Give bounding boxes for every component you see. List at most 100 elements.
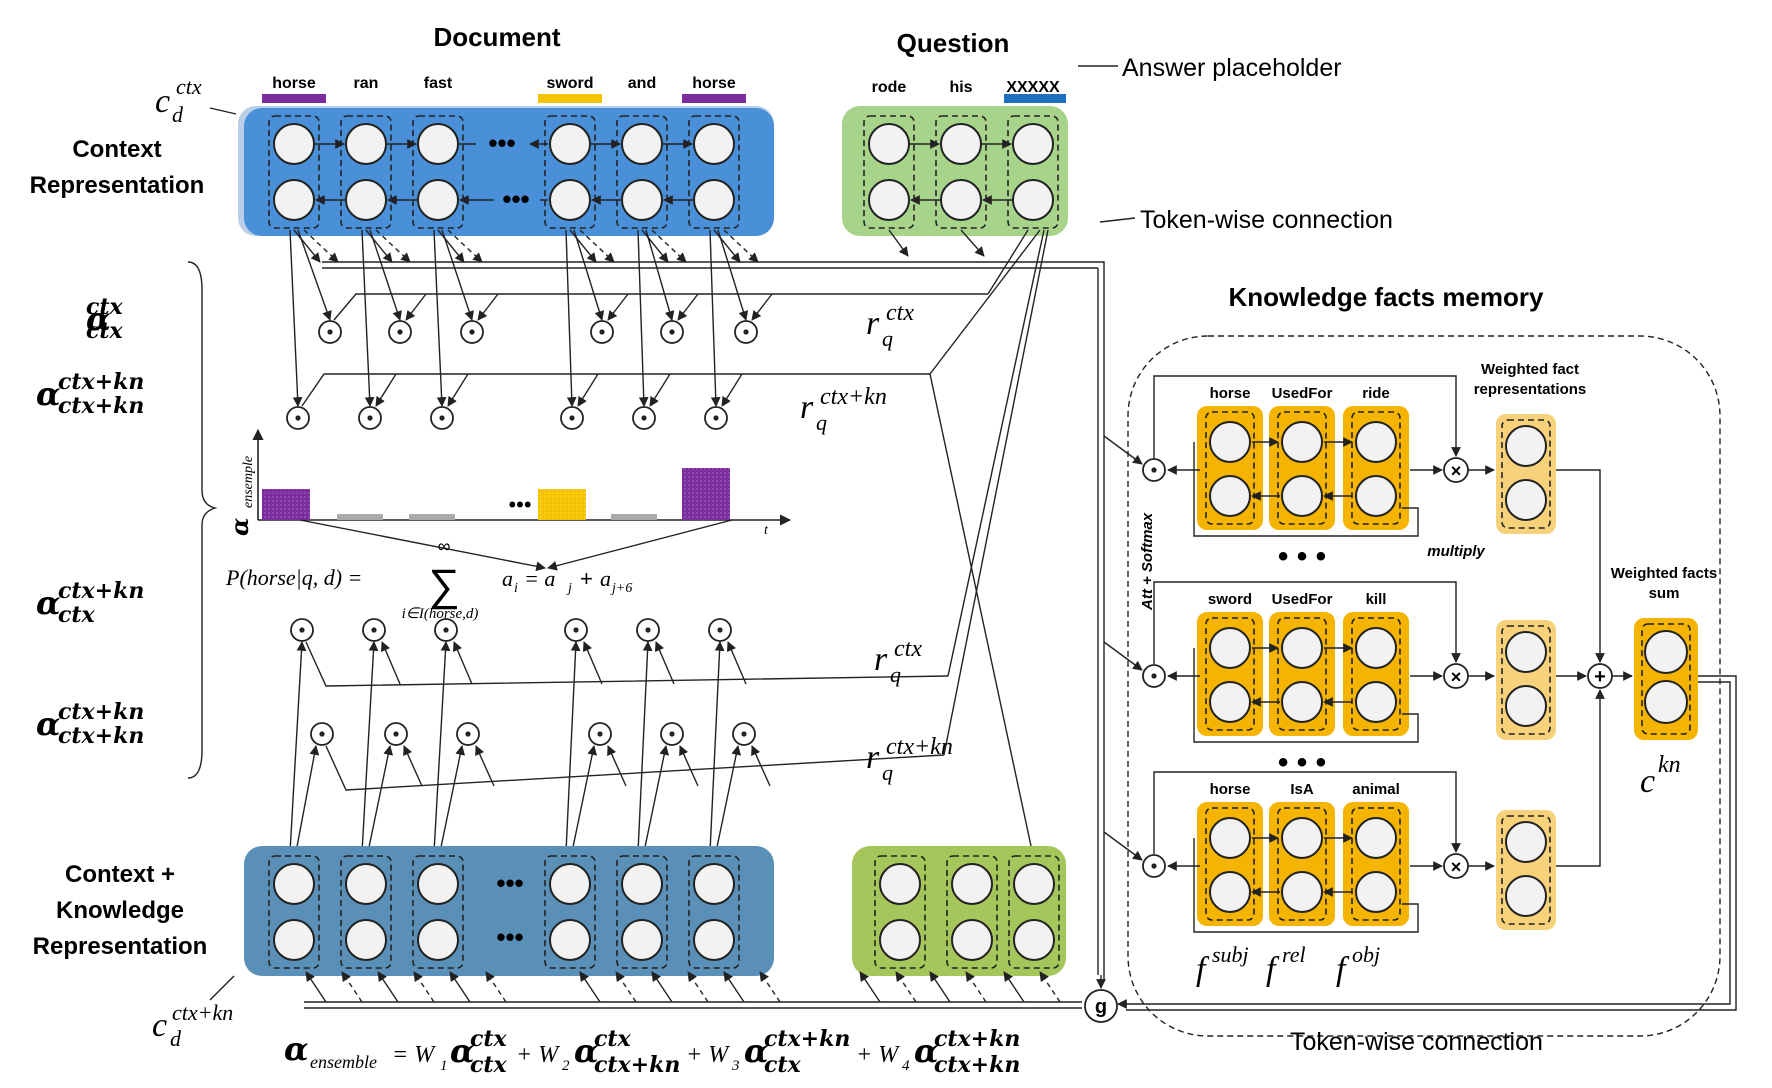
svg-text:ensemble: ensemble — [310, 1052, 377, 1072]
question-words: rode his XXXXX — [872, 79, 1066, 103]
dot-product-node — [632, 406, 656, 430]
fact-row: horse UsedFor ride × — [1103, 375, 1605, 663]
svg-text:ctx+kn: ctx+kn — [594, 1052, 680, 1078]
svg-text:+: + — [580, 566, 593, 591]
cell-column-border — [340, 115, 392, 229]
dot-product-node — [286, 406, 310, 430]
r-symbol: r — [800, 389, 814, 426]
svg-text:i∈I(horse,d): i∈I(horse,d) — [402, 606, 479, 622]
svg-text:α: α — [284, 1030, 309, 1068]
context-knowledge-cells: ••• ••• — [268, 855, 1060, 969]
dot-product-node — [358, 406, 382, 430]
fact-row: sword UsedFor kill × — [1103, 581, 1587, 743]
ensemble-formula: α ensemble = W 1 α ctx ctx + W 2 α ctx c… — [284, 1026, 1020, 1078]
svg-text:P(horse|q, d) =: P(horse|q, d) = — [225, 565, 362, 590]
doc-word: fast — [424, 75, 453, 92]
dot-product-node — [590, 320, 614, 344]
lstm-cell-backward — [879, 919, 921, 961]
r-symbol: r — [866, 739, 880, 776]
r-superscript: ctx — [886, 300, 914, 326]
lstm-cell-forward — [693, 863, 735, 905]
svg-text:= a: = a — [524, 566, 555, 591]
svg-text:kn: kn — [1658, 752, 1681, 778]
chart-bar — [611, 514, 657, 520]
document-cells: ••• ••• — [268, 115, 740, 229]
lstm-cell-forward — [879, 863, 921, 905]
cell-column-border — [544, 855, 596, 969]
answer-placeholder-label: Answer placeholder — [1122, 54, 1342, 82]
ellipsis-bottom-2: ••• — [496, 922, 523, 952]
svg-text:×: × — [1451, 667, 1462, 687]
lstm-cell-backward — [1013, 919, 1055, 961]
r-symbol: r — [866, 305, 880, 342]
fact-subj-label: horse — [1210, 781, 1251, 798]
svg-text:ctx+kn: ctx+kn — [172, 1000, 233, 1025]
lstm-cell-forward — [1012, 123, 1054, 165]
cell-column-border — [616, 855, 668, 969]
ellipsis-forward: ••• — [488, 128, 515, 158]
alpha-symbol: α — [36, 584, 61, 622]
svg-text:f: f — [1196, 951, 1210, 988]
svg-text:α: α — [574, 1032, 599, 1070]
weighted-facts-sum-label-2: sum — [1649, 585, 1680, 602]
cell-column-border — [1008, 855, 1060, 969]
weighted-sum-block: + c kn — [1587, 618, 1698, 800]
token-wise-connection-bottom-label: Token-wise connection — [1290, 1028, 1543, 1056]
dot-product-node — [660, 722, 684, 746]
fact-subj-label: sword — [1208, 591, 1252, 608]
c-kn-label: c — [1640, 763, 1655, 800]
alpha-superscript: ctx+kn — [58, 369, 144, 395]
cell-column-border — [1007, 115, 1059, 229]
fact-part-labels: f subj f rel f obj — [1196, 942, 1380, 988]
alpha-symbol: α — [36, 705, 61, 743]
cell-column-border — [688, 855, 740, 969]
r-subscript: q — [882, 326, 893, 351]
dot-product-node — [636, 618, 660, 642]
svg-text:3: 3 — [731, 1058, 740, 1074]
doc-word: and — [628, 75, 656, 92]
weighted-fact-repr-label-1: Weighted fact — [1481, 361, 1579, 378]
svg-text:i: i — [514, 581, 518, 596]
cell-column-border — [874, 855, 926, 969]
svg-text:∑: ∑ — [428, 561, 459, 610]
ellipsis-bottom-1: ••• — [496, 868, 523, 898]
probability-formula: P(horse|q, d) = ∑ ∞ i∈I(horse,d) a i = a… — [225, 536, 632, 622]
lstm-cell-forward — [621, 863, 663, 905]
doc-word: sword — [546, 75, 593, 92]
fact-obj-label: animal — [1352, 781, 1400, 798]
token-highlight-bar — [682, 94, 746, 103]
token-wise-connection-top — [322, 261, 1106, 989]
alpha-subscript: ctx+kn — [58, 393, 144, 419]
token-wise-connection-top-label: Token-wise connection — [1140, 206, 1393, 234]
lstm-cell-backward — [345, 179, 387, 221]
cell-column-border — [688, 115, 740, 229]
question-cells — [863, 115, 1059, 229]
c-d-ctx-label: c d ctx — [155, 74, 237, 127]
ellipsis-backward: ••• — [502, 184, 529, 214]
lstm-cell-backward — [621, 179, 663, 221]
doc-word: ran — [354, 75, 379, 92]
lstm-cell-backward — [417, 919, 459, 961]
svg-text:×: × — [1451, 461, 1462, 481]
lstm-cell-backward — [951, 919, 993, 961]
cell-column-border — [340, 855, 392, 969]
dot-product-node — [310, 722, 334, 746]
lstm-cell-forward — [951, 863, 993, 905]
fact-rel-label: UsedFor — [1272, 385, 1333, 402]
alpha-superscript: ctx — [86, 294, 124, 320]
svg-text:d: d — [170, 1026, 182, 1051]
alpha-superscript: ctx+kn — [58, 578, 144, 604]
r-subscript: q — [816, 410, 827, 435]
r-subscript: q — [890, 662, 901, 687]
chart-x-axis-label: t — [764, 523, 769, 538]
alpha-symbol: α — [36, 375, 61, 413]
chart-bar — [409, 514, 455, 520]
svg-text:4: 4 — [902, 1058, 910, 1074]
doc-word: horse — [272, 75, 316, 92]
document-words: horse ran fast sword and horse — [262, 75, 746, 103]
cell-column-border — [412, 115, 464, 229]
lstm-cell-backward — [417, 179, 459, 221]
svg-text:1: 1 — [440, 1058, 448, 1074]
question-word: his — [949, 79, 972, 96]
